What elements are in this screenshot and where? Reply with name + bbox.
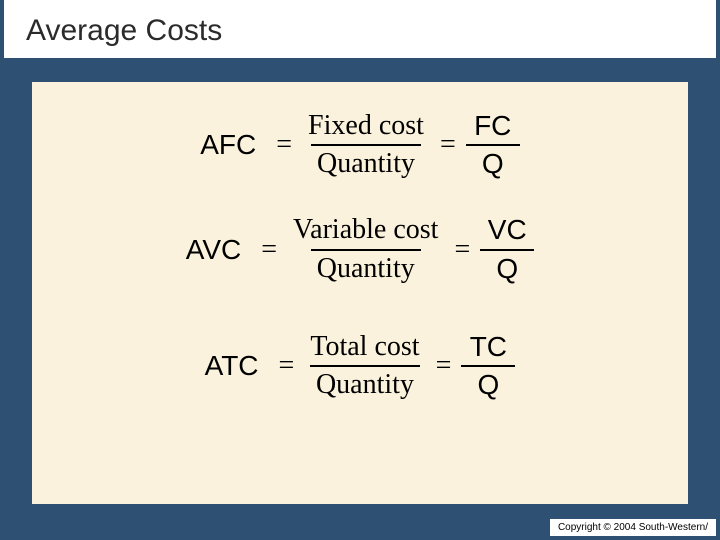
afc-short-denominator: Q xyxy=(466,144,520,180)
equals-sign: = xyxy=(454,234,470,266)
atc-short-fraction: TC Q xyxy=(461,331,515,401)
equation-avc: AVC = Variable cost Quantity = VC Q xyxy=(32,214,688,284)
atc-word-numerator: Total cost xyxy=(304,331,425,365)
atc-word-fraction: Total cost Quantity xyxy=(304,331,425,401)
avc-word-fraction: Variable cost Quantity xyxy=(287,214,444,284)
copyright-footer: Copyright © 2004 South-Western/ xyxy=(550,519,716,536)
avc-word-denominator: Quantity xyxy=(311,249,421,285)
afc-short-numerator: FC xyxy=(466,110,520,144)
afc-lhs: AFC xyxy=(200,129,256,161)
avc-lhs: AVC xyxy=(186,234,242,266)
atc-word-denominator: Quantity xyxy=(310,365,420,401)
page-title: Average Costs xyxy=(26,14,694,48)
afc-word-numerator: Fixed cost xyxy=(302,110,430,144)
equation-afc: AFC = Fixed cost Quantity = FC Q xyxy=(32,110,688,180)
afc-word-denominator: Quantity xyxy=(311,144,421,180)
avc-word-numerator: Variable cost xyxy=(287,214,444,248)
avc-short-fraction: VC Q xyxy=(480,214,534,284)
afc-short-fraction: FC Q xyxy=(466,110,520,180)
title-bar: Average Costs xyxy=(4,0,716,58)
equals-sign: = xyxy=(436,350,452,382)
atc-lhs: ATC xyxy=(205,350,259,382)
equation-atc: ATC = Total cost Quantity = TC Q xyxy=(32,331,688,401)
equals-sign: = xyxy=(279,350,295,382)
avc-short-numerator: VC xyxy=(480,214,534,248)
afc-word-fraction: Fixed cost Quantity xyxy=(302,110,430,180)
formula-panel: AFC = Fixed cost Quantity = FC Q AVC = V… xyxy=(32,82,688,504)
equals-sign: = xyxy=(261,234,277,266)
equals-sign: = xyxy=(440,129,456,161)
avc-short-denominator: Q xyxy=(480,249,534,285)
atc-short-numerator: TC xyxy=(461,331,515,365)
atc-short-denominator: Q xyxy=(461,365,515,401)
equals-sign: = xyxy=(276,129,292,161)
